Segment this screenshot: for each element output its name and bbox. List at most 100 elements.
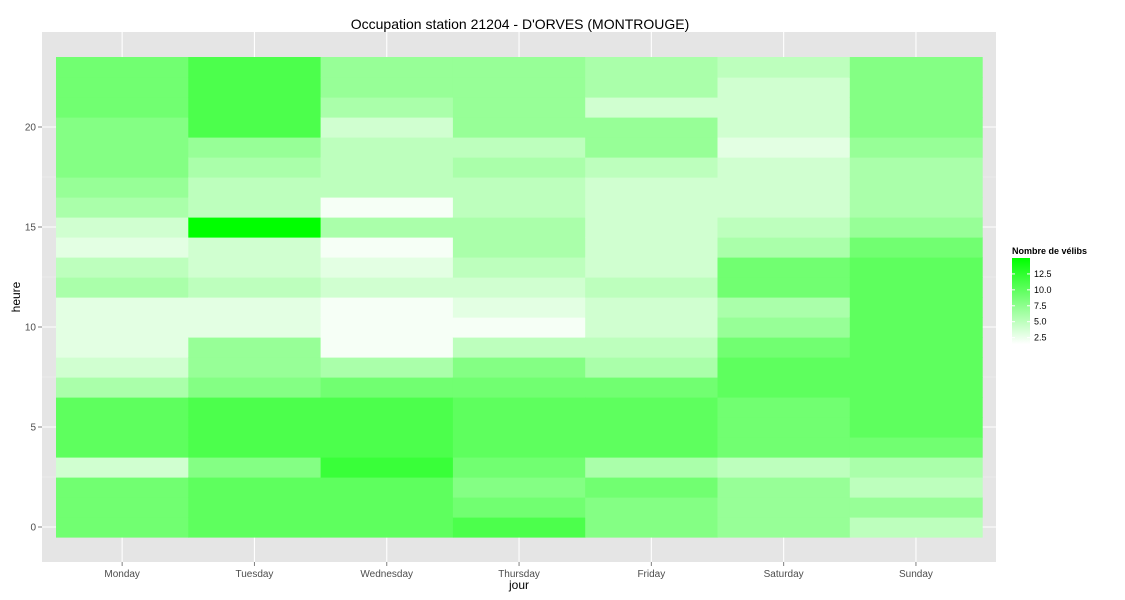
heatmap-cell xyxy=(452,137,586,158)
heatmap-cell xyxy=(452,417,586,438)
y-tick-label: 20 xyxy=(25,123,37,134)
heatmap-cell xyxy=(849,257,983,278)
heatmap-cell xyxy=(717,57,851,78)
heatmap-cell xyxy=(849,57,983,78)
heatmap-cell xyxy=(320,277,454,298)
heatmap-cell xyxy=(717,117,851,138)
heatmap-cell xyxy=(849,277,983,298)
heatmap-cell xyxy=(585,177,719,198)
heatmap-cell xyxy=(717,517,851,538)
heatmap-cell xyxy=(320,377,454,398)
x-axis-ticks: Monday Tuesday Wednesday Thursday Friday Satu… xyxy=(104,562,933,580)
heatmap-cell xyxy=(717,397,851,418)
heatmap-cell xyxy=(452,197,586,218)
heatmap-cell xyxy=(452,437,586,458)
heatmap-cell xyxy=(585,517,719,538)
heatmap-cell xyxy=(452,257,586,278)
heatmap-cell xyxy=(452,397,586,418)
heatmap-cell xyxy=(849,217,983,238)
heatmap-cell xyxy=(188,477,322,498)
heatmap-cell xyxy=(56,437,189,458)
y-tick-label: 15 xyxy=(25,223,37,234)
heatmap-cell xyxy=(717,437,851,458)
heatmap-cell xyxy=(188,357,322,378)
chart-title: Occupation station 21204 - D'ORVES (MONT… xyxy=(351,16,690,32)
heatmap-cell xyxy=(452,497,586,518)
heatmap-cell xyxy=(452,157,586,178)
heatmap-cell xyxy=(452,297,586,318)
heatmap-cell xyxy=(320,297,454,318)
legend-tick-label: 5.0 xyxy=(1034,317,1047,327)
heatmap-cell xyxy=(717,297,851,318)
heatmap-cell xyxy=(717,477,851,498)
heatmap-cell xyxy=(188,257,322,278)
heatmap-cell xyxy=(188,117,322,138)
heatmap-cell xyxy=(849,77,983,98)
heatmap-cell xyxy=(849,377,983,398)
heatmap-cell xyxy=(585,257,719,278)
heatmap-cell xyxy=(452,77,586,98)
heatmap-cell xyxy=(188,457,322,478)
heatmap-cell xyxy=(717,357,851,378)
legend-tick-label: 12.5 xyxy=(1034,269,1052,279)
heatmap-cell xyxy=(320,157,454,178)
heatmap-cell xyxy=(56,517,189,538)
heatmap-cell xyxy=(320,117,454,138)
heatmap-cell xyxy=(585,437,719,458)
heatmap-cell xyxy=(585,237,719,258)
heatmap-cell xyxy=(849,437,983,458)
heatmap-cell xyxy=(717,497,851,518)
y-axis-title: heure xyxy=(9,281,23,312)
heatmap-cell xyxy=(585,197,719,218)
heatmap-cell xyxy=(452,57,586,78)
heatmap-cell xyxy=(717,197,851,218)
heatmap-cell xyxy=(585,357,719,378)
heatmap-cell xyxy=(717,317,851,338)
heatmap-cell xyxy=(56,457,189,478)
heatmap-cell xyxy=(717,337,851,358)
heatmap-cell xyxy=(452,97,586,118)
heatmap-cell xyxy=(56,97,189,118)
heatmap-cell xyxy=(452,317,586,338)
heatmap-cell xyxy=(188,177,322,198)
heatmap-cell xyxy=(849,117,983,138)
heatmap-cell xyxy=(717,457,851,478)
heatmap-cell xyxy=(452,117,586,138)
heatmap-cell xyxy=(717,97,851,118)
heatmap-cell xyxy=(452,357,586,378)
heatmap-cell xyxy=(56,497,189,518)
heatmap-cell xyxy=(56,77,189,98)
heatmap-cell xyxy=(320,497,454,518)
heatmap-cell xyxy=(585,417,719,438)
legend-title: Nombre de vélibs xyxy=(1012,246,1087,256)
heatmap-cell xyxy=(56,417,189,438)
heatmap-cell xyxy=(452,457,586,478)
heatmap-cell xyxy=(56,57,189,78)
y-axis-ticks: 0 5 10 15 20 xyxy=(25,123,42,534)
heatmap-cell xyxy=(56,337,189,358)
heatmap-cell xyxy=(452,337,586,358)
legend-tick-label: 2.5 xyxy=(1034,333,1047,343)
heatmap-cell xyxy=(585,217,719,238)
color-legend: Nombre de vélibs 12.5 10.0 7.5 5.0 2.5 xyxy=(1012,246,1087,344)
heatmap-cell xyxy=(849,157,983,178)
heatmap-cell xyxy=(320,197,454,218)
heatmap-cell xyxy=(320,357,454,378)
heatmap-cell xyxy=(320,417,454,438)
heatmap-cell xyxy=(188,197,322,218)
heatmap-cell xyxy=(849,477,983,498)
heatmap-cell xyxy=(849,97,983,118)
heatmap-cell xyxy=(849,497,983,518)
heatmap-cell xyxy=(320,317,454,338)
heatmap-cell xyxy=(56,477,189,498)
heatmap-cell xyxy=(452,237,586,258)
heatmap-cell xyxy=(849,197,983,218)
heatmap-cell xyxy=(188,517,322,538)
heatmap-cell xyxy=(188,217,322,238)
heatmap-cell xyxy=(188,157,322,178)
x-tick-label: Saturday xyxy=(764,569,804,580)
heatmap-cell xyxy=(717,237,851,258)
heatmap-cell xyxy=(717,217,851,238)
heatmap-cell xyxy=(56,257,189,278)
heatmap-cell xyxy=(320,437,454,458)
